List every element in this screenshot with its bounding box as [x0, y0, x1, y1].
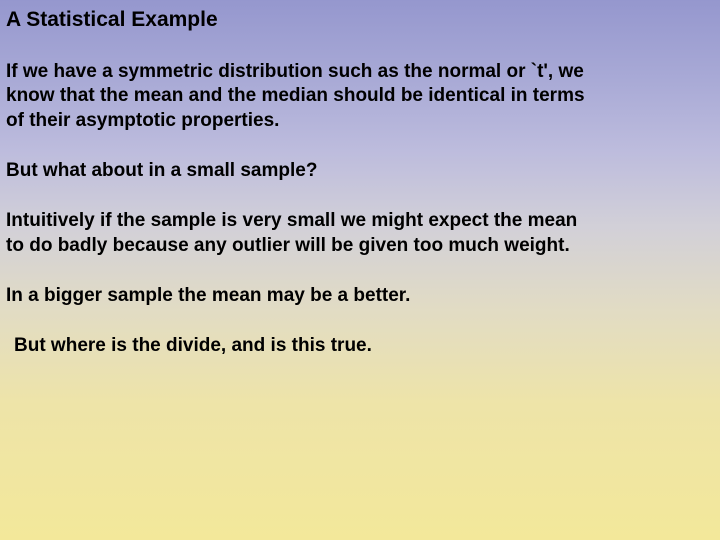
paragraph-1: If we have a symmetric distribution such… [6, 60, 720, 133]
paragraph-2: But what about in a small sample? [6, 159, 720, 183]
slide-title: A Statistical Example [6, 8, 720, 32]
paragraph-5: But where is the divide, and is this tru… [6, 334, 720, 358]
paragraph-4: In a bigger sample the mean may be a bet… [6, 284, 720, 308]
paragraph-3: Intuitively if the sample is very small … [6, 209, 720, 258]
